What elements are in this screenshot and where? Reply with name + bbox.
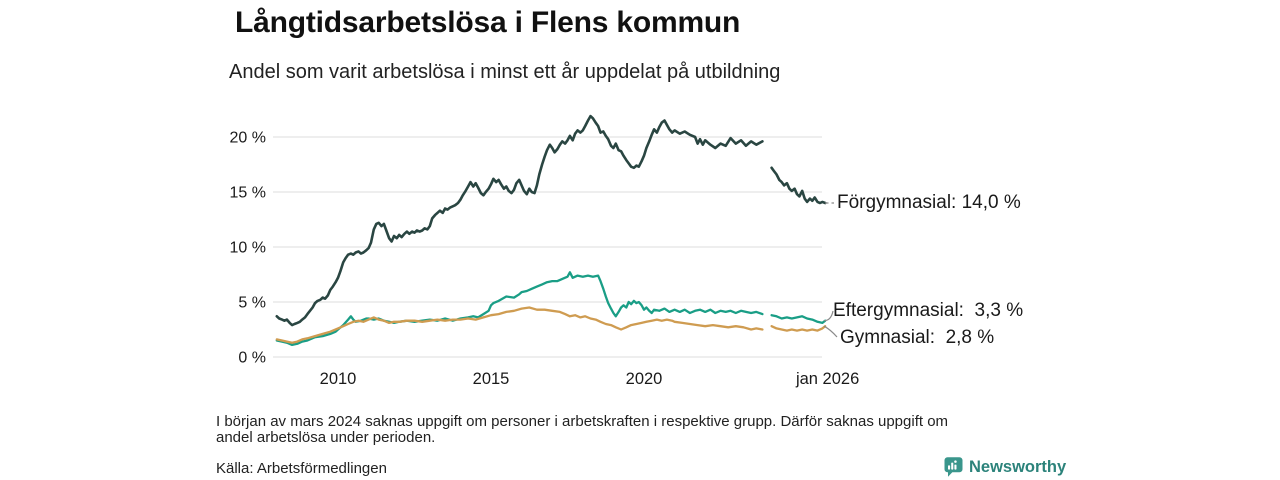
series-line-forgymnasial xyxy=(275,114,764,327)
y-axis-tick-label: 15 % xyxy=(230,185,266,202)
y-axis-tick-label: 20 % xyxy=(230,130,266,147)
series-line-eftergymnasial xyxy=(770,314,827,325)
series-end-label-gymnasial: Gymnasial: 2,8 % xyxy=(840,327,995,348)
x-axis-tick-label: 2010 xyxy=(320,370,357,388)
footnote-line-1: I början av mars 2024 saknas uppgift om … xyxy=(216,413,949,430)
y-axis-tick-label: 10 % xyxy=(230,240,266,257)
page-title: Långtidsarbetslösa i Flens kommun xyxy=(235,6,741,39)
footnote: I början av mars 2024 saknas uppgift om … xyxy=(216,414,1066,445)
newsworthy-icon xyxy=(944,457,963,477)
series-end-label-eftergymnasial: Eftergymnasial: 3,3 % xyxy=(833,300,1024,321)
newsworthy-logo-text: Newsworthy xyxy=(969,457,1067,476)
x-axis-tick-label: jan 2026 xyxy=(795,370,859,388)
y-axis-tick-label: 5 % xyxy=(238,295,266,312)
y-axis-tick-label: 0 % xyxy=(238,350,266,367)
series-line-gymnasial xyxy=(275,306,764,344)
series-line-forgymnasial xyxy=(770,166,827,205)
label-connector-gymnasial xyxy=(823,325,838,338)
source-note: Källa: Arbetsförmedlingen xyxy=(216,460,387,477)
series-line-gymnasial xyxy=(770,325,827,332)
x-axis-tick-label: 2015 xyxy=(473,370,510,388)
chart-subtitle: Andel som varit arbetslösa i minst ett å… xyxy=(229,61,781,83)
footnote-line-2: andel arbetslösa under perioden. xyxy=(216,428,436,446)
line-chart: 0 % 5 % 10 % 15 % 20 % 2010 2015 2020 jan 2026 xyxy=(230,114,859,388)
series-end-label-forgymnasial: Förgymnasial: 14,0 % xyxy=(837,192,1021,213)
series-line-eftergymnasial xyxy=(275,271,764,347)
newsworthy-logo[interactable]: Newsworthy xyxy=(943,456,1066,478)
label-connector-eftergymnasial xyxy=(823,310,834,322)
x-axis-tick-label: 2020 xyxy=(626,370,663,388)
